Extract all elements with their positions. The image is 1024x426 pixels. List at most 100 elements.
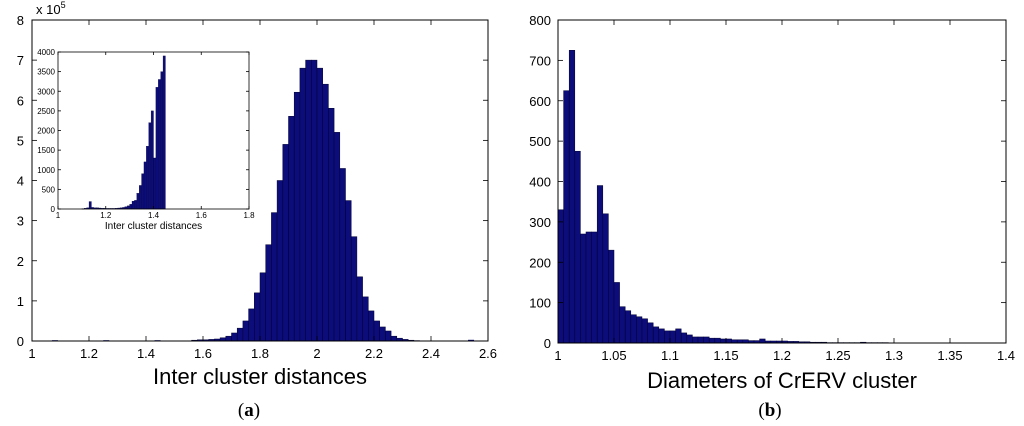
a-bar xyxy=(339,168,346,342)
b-bar xyxy=(591,231,598,344)
a-bar xyxy=(242,320,249,342)
a-bar xyxy=(293,91,301,342)
b-y-tick-label: 0 xyxy=(544,336,551,351)
a-y-tick-label: 1 xyxy=(17,294,24,309)
inset-bar xyxy=(146,146,149,210)
b-bar xyxy=(669,330,676,344)
panel-b-caption-letter: b xyxy=(765,400,776,421)
b-bar xyxy=(725,338,732,344)
inset-y-tick-label: 3500 xyxy=(37,68,55,77)
b-y-tick-label: 100 xyxy=(529,296,551,311)
b-x-tick-label: 1.15 xyxy=(713,348,738,363)
panel-a-caption: (a) xyxy=(238,400,260,421)
a-bar xyxy=(282,144,289,342)
inset-x-tick-label: 1.2 xyxy=(100,211,112,220)
b-bar xyxy=(708,337,716,344)
a-x-tick-label: 2.2 xyxy=(365,346,383,361)
b-bar xyxy=(568,50,576,344)
inset-x-tick-label: 1 xyxy=(56,211,61,220)
inset-y-tick-label: 2500 xyxy=(37,107,55,116)
a-x-tick-label: 2 xyxy=(313,346,320,361)
inset-bar xyxy=(129,204,133,210)
inset-bar xyxy=(148,122,152,210)
a-y-tick-label: 7 xyxy=(17,53,24,68)
inset-bar xyxy=(88,201,92,210)
a-bar xyxy=(248,308,255,342)
b-bar xyxy=(714,337,721,344)
b-bar xyxy=(703,336,710,344)
b-bar xyxy=(675,328,682,344)
a-y-scale-label: x 105 xyxy=(36,0,66,17)
a-bar xyxy=(236,327,244,342)
a-y-tick-label: 6 xyxy=(17,93,24,108)
a-x-tick-label: 1 xyxy=(28,346,35,361)
a-bar xyxy=(276,180,284,342)
b-bar xyxy=(692,336,699,344)
b-bar xyxy=(664,330,671,344)
inset-x-tick-label: 1.6 xyxy=(196,211,208,220)
a-x-axis-label: Inter cluster distances xyxy=(153,364,367,389)
b-bar xyxy=(720,338,727,344)
inset-y-tick-label: 0 xyxy=(51,205,56,214)
b-bar xyxy=(557,209,564,344)
b-bar xyxy=(624,310,632,344)
b-bar xyxy=(602,213,609,344)
a-bar xyxy=(305,59,312,342)
b-bar xyxy=(647,322,654,344)
b-x-tick-label: 1.25 xyxy=(825,348,850,363)
inset-y-tick-label: 4000 xyxy=(37,48,55,57)
a-bar xyxy=(350,236,358,342)
a-bar xyxy=(345,200,352,342)
b-bar xyxy=(658,328,665,344)
b-bar xyxy=(585,231,592,344)
b-y-tick-label: 400 xyxy=(529,175,551,190)
b-x-axis-label: Diameters of CrERV cluster xyxy=(647,368,917,393)
panel-b-caption: (b) xyxy=(758,400,781,421)
a-x-tick-label: 1.8 xyxy=(251,346,269,361)
inset-y-tick-label: 2000 xyxy=(37,127,55,136)
inset-y-tick-label: 1500 xyxy=(37,146,55,155)
inset-bar xyxy=(162,55,166,210)
b-bar xyxy=(619,306,626,344)
b-y-tick-label: 500 xyxy=(529,134,551,149)
a-y-tick-label: 2 xyxy=(17,254,24,269)
b-y-tick-label: 300 xyxy=(529,215,551,230)
b-y-tick-label: 200 xyxy=(529,255,551,270)
inset-bar xyxy=(155,87,159,210)
a-x-tick-label: 1.6 xyxy=(194,346,212,361)
b-bar xyxy=(686,334,693,344)
inset-bar xyxy=(134,200,137,210)
a-tail-bar xyxy=(468,339,475,341)
b-x-tick-label: 1.2 xyxy=(773,348,791,363)
a-bar xyxy=(328,108,335,342)
a-bar xyxy=(373,320,380,342)
inset-bar xyxy=(139,185,142,210)
a-bar xyxy=(254,292,261,342)
a-y-scale-exponent: 5 xyxy=(61,0,66,10)
b-bar xyxy=(630,314,637,344)
b-x-tick-label: 1.1 xyxy=(661,348,679,363)
b-x-tick-label: 1.05 xyxy=(601,348,626,363)
b-bar xyxy=(613,282,620,344)
inset-y-tick-label: 1000 xyxy=(37,166,55,175)
a-bar xyxy=(385,330,392,342)
a-y-tick-label: 4 xyxy=(17,174,24,189)
a-bar xyxy=(379,326,386,342)
b-bar xyxy=(580,233,587,344)
b-bar xyxy=(641,318,648,344)
a-y-tick-label: 3 xyxy=(17,214,24,229)
inset-bar xyxy=(131,200,135,210)
b-y-tick-label: 800 xyxy=(529,13,551,28)
inset-bar xyxy=(136,193,140,210)
a-x-tick-label: 2.4 xyxy=(422,346,440,361)
inset-bar xyxy=(158,79,161,210)
a-y-tick-label: 5 xyxy=(17,133,24,148)
a-y-tick-label: 0 xyxy=(17,334,24,349)
b-x-tick-label: 1.3 xyxy=(885,348,903,363)
inset-bar xyxy=(141,173,145,210)
a-bar xyxy=(299,67,306,342)
inset-bar xyxy=(143,161,147,210)
a-bar xyxy=(390,335,398,342)
a-x-tick-label: 2.6 xyxy=(479,346,497,361)
b-bar xyxy=(596,185,604,344)
